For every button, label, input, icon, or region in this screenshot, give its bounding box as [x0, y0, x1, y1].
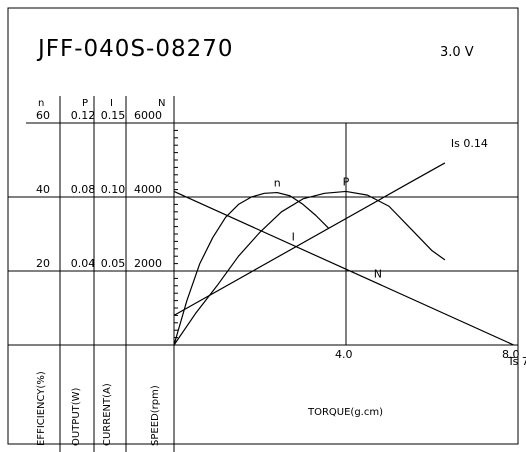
- curve-label-I: I: [292, 230, 295, 243]
- column-out: P 0.04 0.08 0.12 OUTPUT(W): [71, 96, 96, 452]
- tick-label-eff-60: 60: [36, 109, 50, 122]
- column-header-spd: N: [158, 98, 165, 109]
- column-cur: I 0.05 0.10 0.15 CURRENT(A): [101, 96, 127, 452]
- tick-label-out-0.08: 0.08: [71, 183, 96, 196]
- column-eff: n 20 40 60 EFFICIENCY(%): [36, 96, 61, 452]
- tick-label-cur-0.10: 0.10: [101, 183, 126, 196]
- curve-label-N: N: [374, 268, 382, 281]
- tick-label-eff-40: 40: [36, 183, 50, 196]
- column-header-cur: I: [110, 98, 113, 109]
- voltage-label: 3.0 V: [440, 45, 474, 60]
- series-line-I: [173, 162, 446, 316]
- tick-label-spd-6000: 6000: [134, 109, 162, 122]
- column-header-eff: n: [38, 98, 44, 109]
- minor-tick-marks: [174, 122, 178, 346]
- column-header-out: P: [82, 98, 88, 109]
- x-axis-title: TORQUE(g.cm): [307, 407, 383, 418]
- tick-label-spd-4000: 4000: [134, 183, 162, 196]
- series-curves: n P N Ts 7.9 I Is 0.14: [173, 137, 526, 368]
- curve-label-n: n: [274, 177, 281, 190]
- y-axis-columns: n 20 40 60 EFFICIENCY(%) P 0.04 0.08 0.12 OUTPUT(…: [26, 96, 175, 452]
- tick-label-out-0.04: 0.04: [71, 257, 96, 270]
- column-spd: N 2000 4000 6000 SPEED(rpm): [134, 96, 175, 452]
- chart-frame: [7, 7, 519, 445]
- tick-label-spd-2000: 2000: [134, 257, 162, 270]
- curve-label-P: P: [343, 175, 350, 188]
- tick-label-cur-0.15: 0.15: [101, 109, 126, 122]
- series-line-N: [173, 190, 514, 346]
- series-N: N Ts 7.9: [173, 190, 526, 368]
- end-label-I: Is 0.14: [451, 137, 488, 150]
- tick-label-eff-20: 20: [36, 257, 50, 270]
- x-tick-4: 4.0: [335, 348, 353, 361]
- axis-title-cur: CURRENT(A): [102, 383, 113, 446]
- x-tick-8: 8.0: [502, 348, 520, 361]
- axis-title-out: OUTPUT(W): [71, 387, 82, 446]
- end-label-N: Ts 7.9: [507, 355, 526, 368]
- series-n: n: [173, 177, 330, 346]
- axis-title-spd: SPEED(rpm): [150, 385, 161, 446]
- chart-title: JFF-040S-08270: [36, 36, 234, 62]
- series-I: I Is 0.14: [173, 137, 488, 316]
- series-line-P: [173, 190, 446, 346]
- series-P: P: [173, 175, 446, 346]
- tick-label-cur-0.05: 0.05: [101, 257, 126, 270]
- axis-title-eff: EFFICIENCY(%): [36, 371, 47, 446]
- series-line-n: [173, 191, 330, 346]
- tick-label-out-0.12: 0.12: [71, 109, 96, 122]
